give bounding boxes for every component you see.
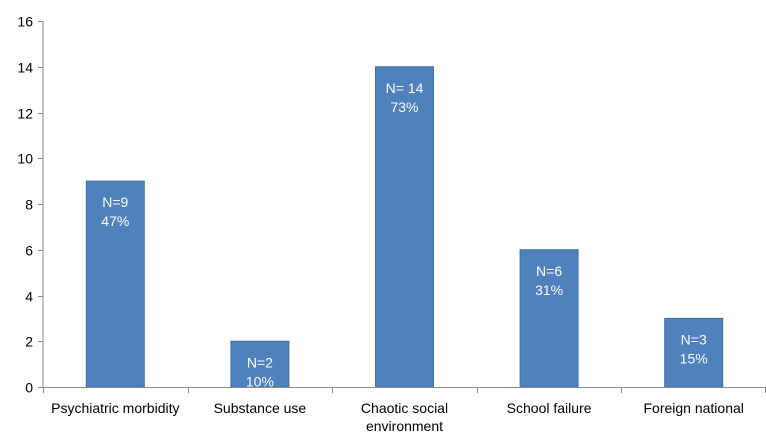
bar[interactable] (375, 66, 434, 388)
bar[interactable] (85, 180, 145, 388)
y-tick-label: 2 (25, 334, 33, 350)
x-tick-label: School failure (507, 400, 592, 416)
y-tick-label: 16 (17, 14, 33, 30)
bar[interactable] (519, 249, 579, 388)
x-tick-label: Substance use (214, 400, 307, 416)
data-label: N=6 (536, 263, 562, 279)
y-tick-label: 12 (17, 106, 33, 122)
data-label: N=3 (681, 331, 707, 347)
data-label: 15% (680, 350, 708, 366)
y-tick-label: 10 (17, 151, 33, 167)
data-label: 31% (535, 282, 563, 298)
x-tick-label: Foreign national (643, 400, 743, 416)
bar[interactable] (230, 340, 290, 388)
y-tick-label: 6 (25, 243, 33, 259)
y-tick-label: 4 (25, 289, 33, 305)
y-tick-label: 14 (17, 60, 33, 76)
y-tick-label: 0 (25, 380, 33, 396)
x-tick-label: environment (366, 418, 443, 433)
data-label: 10% (246, 373, 274, 389)
x-tick-label: Psychiatric morbidity (51, 400, 179, 416)
data-label: 73% (390, 99, 418, 115)
data-label: N=9 (102, 194, 128, 210)
y-tick-label: 8 (25, 197, 33, 213)
data-label: N=2 (247, 354, 273, 370)
x-tick-label: Chaotic social (361, 400, 448, 416)
data-label: 47% (101, 213, 129, 229)
data-label: N= 14 (386, 80, 424, 96)
